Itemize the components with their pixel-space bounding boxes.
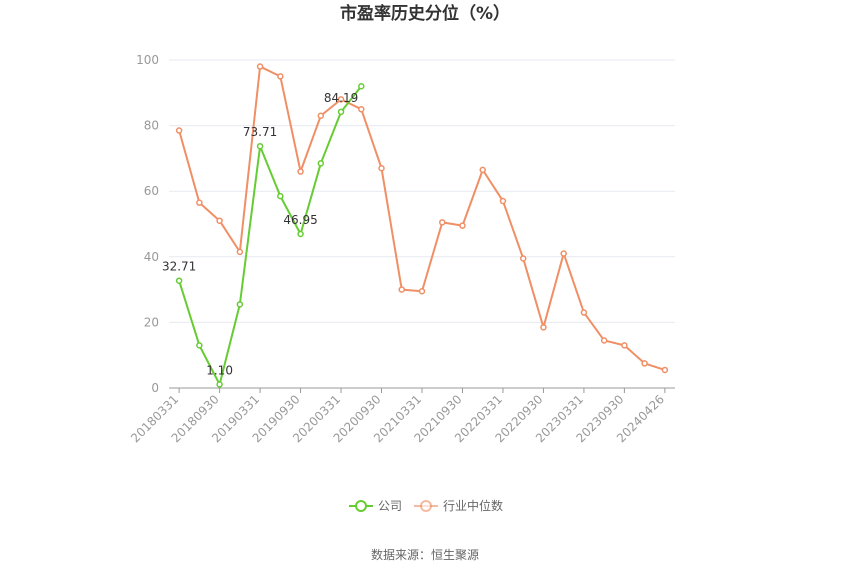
data-point — [236, 248, 244, 256]
legend-swatch-marker — [355, 500, 367, 512]
data-point — [196, 342, 203, 349]
data-point — [459, 222, 466, 229]
data-point — [175, 127, 183, 134]
data-point — [519, 255, 527, 262]
data-point — [317, 160, 325, 167]
data-point — [641, 360, 648, 367]
data-point — [297, 168, 304, 175]
data-point — [337, 96, 345, 103]
y-tick-label: 40 — [144, 250, 159, 264]
data-point — [479, 166, 486, 174]
data-labels: 32.71 1.10 73.71 46.95 84.19 — [162, 91, 358, 378]
legend-label: 行业中位数 — [443, 498, 503, 513]
data-point — [580, 309, 588, 316]
data-point — [216, 381, 223, 388]
data-point — [236, 301, 244, 308]
data-point — [256, 63, 264, 70]
data-point — [378, 164, 385, 172]
data-label: 84.19 — [324, 91, 358, 105]
data-point — [621, 342, 628, 349]
data-point — [277, 192, 284, 200]
data-point — [196, 199, 203, 206]
legend-swatch-marker — [420, 500, 432, 512]
data-point — [297, 230, 304, 238]
data-point — [499, 197, 507, 205]
y-tick-label: 0 — [151, 381, 159, 395]
data-point — [661, 366, 669, 374]
data-point — [358, 105, 365, 113]
legend-item-industry-median[interactable]: 行业中位数 — [414, 498, 503, 513]
data-point — [540, 324, 547, 331]
series-line — [178, 65, 666, 371]
data-point — [600, 337, 608, 344]
data-point — [277, 73, 284, 80]
data-point — [175, 277, 183, 284]
data-point — [560, 250, 567, 257]
data-point — [358, 82, 365, 90]
legend[interactable]: 公司 行业中位数 — [349, 498, 503, 513]
data-point — [337, 108, 345, 116]
grid-lines — [169, 59, 675, 323]
data-label: 1.10 — [206, 363, 233, 377]
data-point — [398, 286, 406, 293]
series-line — [178, 85, 363, 386]
y-tick-label: 60 — [144, 184, 159, 198]
y-tick-label: 80 — [144, 119, 159, 133]
x-axis: 2018033120180930201903312019093020200331… — [128, 387, 675, 445]
y-tick-label: 100 — [136, 53, 159, 67]
data-label: 73.71 — [243, 125, 277, 139]
source-note: 数据来源：恒生聚源 — [371, 547, 479, 562]
data-point — [317, 112, 325, 120]
legend-item-company[interactable]: 公司 — [349, 499, 402, 513]
data-point — [216, 217, 223, 224]
data-point — [438, 219, 446, 226]
legend-label: 公司 — [378, 499, 402, 513]
chart-title: 市盈率历史分位（%） — [340, 3, 510, 24]
data-label: 32.71 — [162, 260, 196, 274]
y-tick-label: 20 — [144, 315, 159, 329]
data-point — [256, 142, 264, 150]
series-industry-median — [175, 63, 669, 374]
series-company — [175, 82, 365, 388]
data-point — [418, 287, 426, 295]
data-label: 46.95 — [283, 213, 317, 227]
y-axis: 0 20 40 60 80 100 — [136, 53, 159, 395]
series-group — [175, 63, 669, 388]
